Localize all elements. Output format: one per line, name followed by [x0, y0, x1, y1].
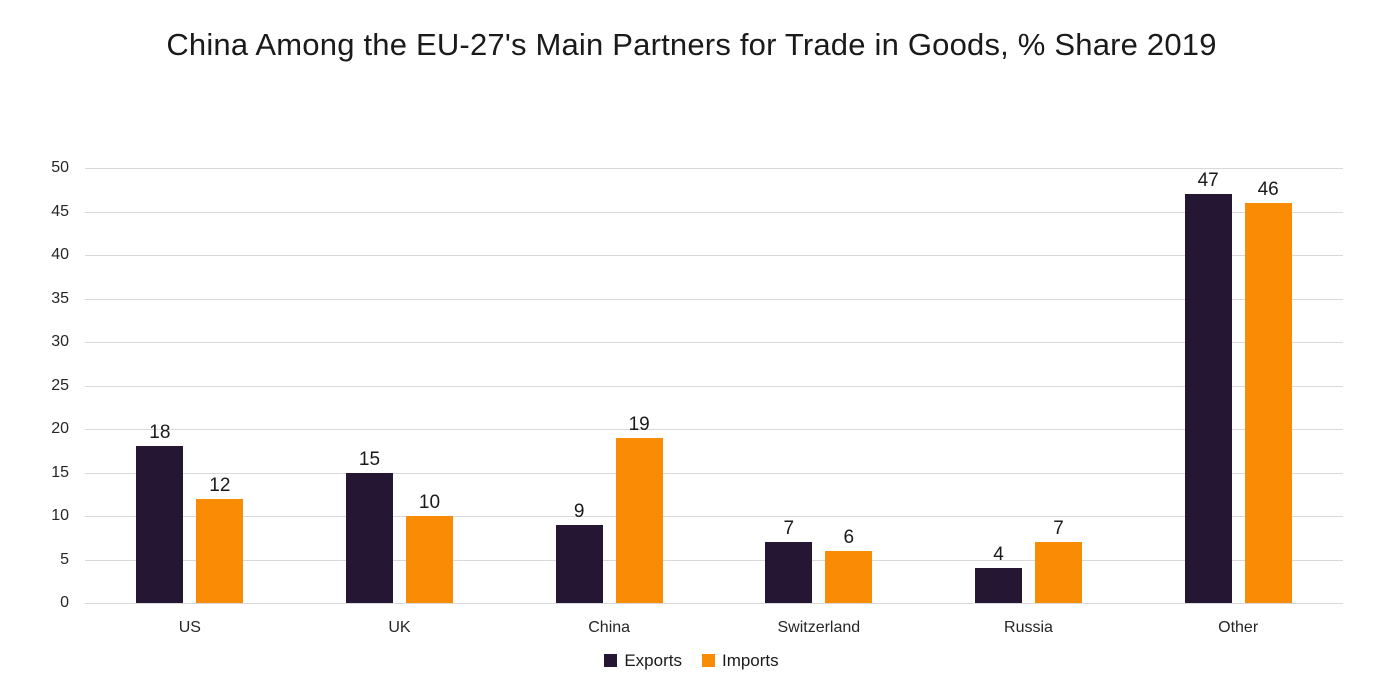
- y-axis-tick-label-50: 50: [51, 159, 69, 176]
- bar-column-exports-uk: 15: [345, 448, 393, 603]
- bar-group-uk: 15 10 UK: [295, 168, 505, 636]
- gridline-y-45: [85, 211, 1343, 213]
- category-label-china: China: [588, 619, 631, 636]
- data-label-imports-other: 46: [1257, 178, 1279, 200]
- bar-imports-us: [196, 498, 244, 603]
- gridline-y-10: [85, 516, 1343, 517]
- chart-title: China Among the EU-27's Main Partners fo…: [166, 27, 1217, 62]
- bar-column-exports-china: 9: [555, 500, 603, 603]
- data-label-imports-china: 19: [628, 413, 650, 435]
- legend: Exports Imports: [0, 652, 1383, 669]
- bar-column-imports-uk: 10: [405, 492, 453, 603]
- bar-imports-switzerland: [825, 550, 873, 603]
- bar-exports-uk: [345, 472, 393, 603]
- category-label-other: Other: [1218, 619, 1259, 636]
- bar-imports-uk: [405, 516, 453, 603]
- category-label-russia: Russia: [1004, 619, 1053, 636]
- bar-column-exports-russia: 4: [974, 544, 1022, 603]
- gridline-y-0: [85, 603, 1343, 604]
- bar-group-us: 18 12 US: [85, 168, 295, 636]
- category-label-us: US: [178, 619, 201, 636]
- data-label-exports-china: 9: [573, 500, 585, 522]
- legend-label-imports: Imports: [721, 651, 779, 670]
- bar-column-exports-switzerland: 7: [765, 518, 813, 603]
- bar-column-imports-switzerland: 6: [825, 526, 873, 603]
- y-axis-tick-label-25: 25: [51, 376, 69, 394]
- gridline-y-25: [85, 385, 1343, 387]
- bar-column-exports-other: 47: [1184, 170, 1232, 603]
- bar-exports-us: [136, 446, 184, 603]
- y-axis-tick-label-0: 0: [60, 594, 69, 611]
- data-label-imports-uk: 10: [418, 492, 441, 513]
- bar-imports-china: [615, 437, 663, 603]
- bar-column-imports-russia: 7: [1034, 518, 1082, 603]
- bar-exports-russia: [974, 568, 1022, 603]
- y-axis-tick-label-15: 15: [51, 463, 69, 481]
- bar-imports-russia: [1034, 542, 1082, 603]
- y-axis-tick-label-10: 10: [51, 507, 69, 524]
- data-label-imports-switzerland: 6: [843, 526, 855, 548]
- gridline-y-15: [85, 472, 1343, 474]
- y-axis-tick-label-45: 45: [51, 202, 69, 220]
- y-axis-tick-label-35: 35: [51, 289, 69, 307]
- y-axis-tick-label-40: 40: [51, 246, 69, 263]
- bar-column-imports-us: 12: [196, 474, 244, 603]
- data-label-exports-us: 18: [149, 422, 171, 444]
- bar-imports-other: [1244, 202, 1292, 603]
- data-label-imports-us: 12: [209, 474, 231, 496]
- category-label-switzerland: Switzerland: [777, 619, 861, 636]
- bar-column-imports-china: 19: [615, 413, 663, 603]
- bar-group-other: 47 46 Other: [1133, 168, 1343, 636]
- y-axis-tick-label-30: 30: [51, 333, 69, 350]
- data-label-exports-uk: 15: [358, 448, 381, 470]
- gridline-y-35: [85, 298, 1343, 300]
- legend-swatch-imports: [701, 654, 715, 667]
- gridline-y-40: [85, 255, 1343, 256]
- bar-group-switzerland: 7 6 Switzerland: [714, 168, 924, 636]
- legend-item-exports: Exports: [604, 652, 682, 669]
- gridline-y-20: [85, 429, 1343, 430]
- y-axis-tick-label-5: 5: [60, 550, 69, 568]
- bar-exports-switzerland: [765, 542, 813, 603]
- bar-exports-china: [555, 524, 603, 603]
- bar-exports-other: [1184, 194, 1232, 603]
- bar-group-russia: 4 7 Russia: [924, 168, 1134, 636]
- gridline-y-5: [85, 559, 1343, 561]
- legend-label-exports: Exports: [624, 651, 682, 670]
- bar-column-exports-us: 18: [136, 422, 184, 603]
- gridline-y-30: [85, 342, 1343, 343]
- data-label-exports-switzerland: 7: [783, 518, 795, 540]
- bar-column-imports-other: 46: [1244, 178, 1292, 603]
- data-label-imports-russia: 7: [1053, 518, 1064, 540]
- category-label-uk: UK: [388, 619, 411, 636]
- y-axis-tick-label-20: 20: [51, 420, 69, 437]
- bar-group-china: 9 19 China: [504, 168, 714, 636]
- gridline-y-50: [85, 168, 1343, 169]
- data-label-exports-other: 47: [1197, 170, 1219, 192]
- legend-swatch-exports: [604, 654, 618, 667]
- legend-item-imports: Imports: [701, 651, 779, 670]
- plot-area: 0 5 10 15 20 25 30 35 40 45 50 18 12 US 15 10 UK 9 19 China…: [51, 160, 1343, 636]
- data-label-exports-russia: 4: [993, 544, 1004, 566]
